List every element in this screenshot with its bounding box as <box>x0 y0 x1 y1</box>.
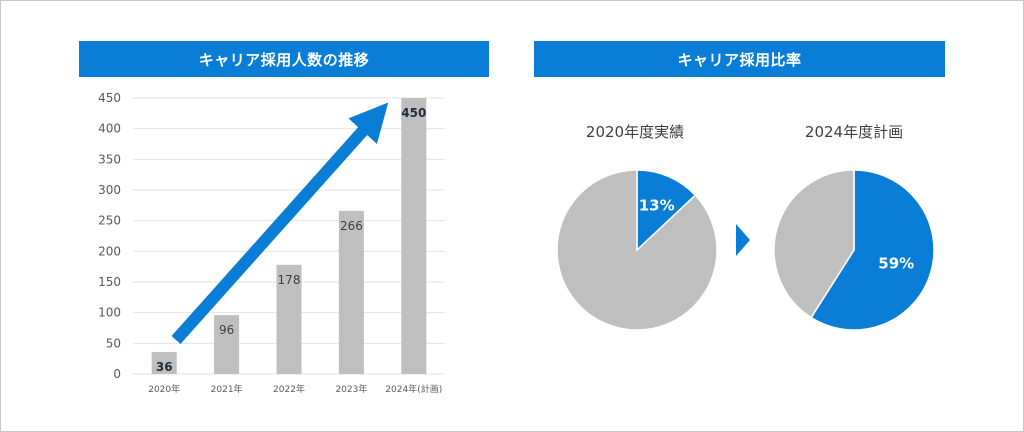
pie-slice <box>773 169 855 319</box>
y-tick-label: 400 <box>98 122 121 136</box>
pie-slice <box>556 169 718 331</box>
pie-value-label: 13% <box>639 196 675 214</box>
pie-value-label: 59% <box>878 254 914 272</box>
bar <box>401 98 427 374</box>
chevron-right-icon <box>736 224 750 256</box>
y-tick-label: 150 <box>98 275 121 289</box>
x-tick-label: 2023年 <box>335 383 367 395</box>
x-tick-label: 2024年(計画) <box>385 383 442 395</box>
trend-arrow <box>171 102 389 344</box>
y-tick-label: 100 <box>98 306 121 320</box>
y-tick-label: 350 <box>98 152 121 166</box>
bar <box>214 315 240 374</box>
x-tick-label: 2021年 <box>211 383 243 395</box>
bar <box>151 351 177 374</box>
pie-slice <box>810 169 935 331</box>
y-tick-label: 200 <box>98 244 121 258</box>
y-tick-label: 0 <box>113 367 121 381</box>
pie-2024-title: 2024年度計画 <box>805 123 903 141</box>
bar <box>338 210 364 374</box>
pie-chart-header: キャリア採用比率 <box>534 41 945 77</box>
y-tick-label: 300 <box>98 183 121 197</box>
bar-value-label: 178 <box>278 273 301 287</box>
bar-value-label: 266 <box>340 219 363 233</box>
bar-value-label: 96 <box>219 323 234 337</box>
x-tick-label: 2020年 <box>148 383 180 395</box>
bar <box>276 264 302 374</box>
y-tick-label: 50 <box>106 336 121 350</box>
y-tick-label: 250 <box>98 214 121 228</box>
x-tick-label: 2022年 <box>273 383 305 395</box>
bar-value-label: 36 <box>156 360 173 374</box>
pie-2020-title: 2020年度実績 <box>586 123 684 141</box>
bar-chart-header: キャリア採用人数の推移 <box>79 41 489 77</box>
bar-value-label: 450 <box>401 106 426 120</box>
pie-slice <box>636 169 697 252</box>
y-tick-label: 450 <box>98 91 121 105</box>
